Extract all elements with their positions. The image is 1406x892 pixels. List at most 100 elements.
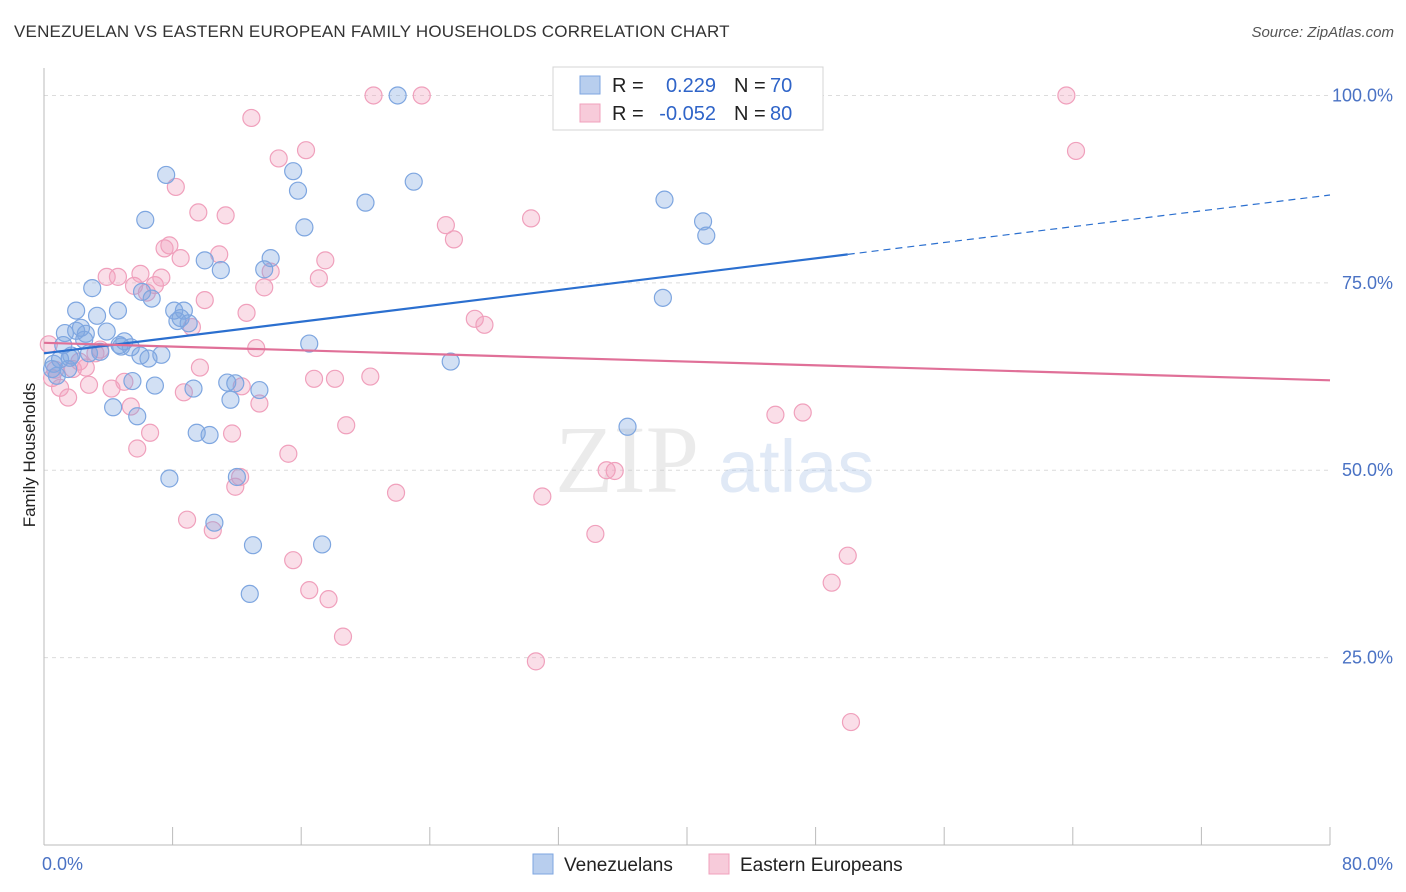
data-point — [152, 345, 171, 364]
data-point — [364, 86, 383, 105]
data-point — [333, 627, 353, 646]
data-point — [288, 181, 308, 200]
data-point — [121, 397, 140, 416]
data-point — [195, 290, 214, 310]
data-point — [87, 306, 107, 325]
data-point — [526, 652, 545, 671]
data-point — [295, 218, 314, 237]
data-point — [166, 177, 185, 197]
data-point — [142, 289, 161, 308]
data-point — [296, 141, 316, 160]
trend-line-venezuelans-projection — [847, 194, 1331, 255]
trend-line-eastern-europeans — [43, 341, 1331, 382]
watermark-atlas: atlas — [718, 425, 874, 508]
data-point — [316, 251, 335, 270]
watermark-zip: ZIP — [555, 406, 699, 513]
data-point — [766, 405, 785, 424]
data-point — [436, 216, 455, 235]
data-point — [1066, 141, 1086, 161]
y-tick-label: 50.0% — [1342, 460, 1393, 480]
data-point — [200, 425, 219, 445]
trend-lines — [43, 194, 1331, 382]
legend-entry: Eastern Europeans — [740, 855, 903, 876]
data-point — [67, 301, 86, 320]
data-point — [261, 249, 280, 268]
data-point — [475, 315, 494, 334]
data-point — [793, 403, 812, 422]
data-point — [304, 369, 324, 388]
stats-legend: R = 0.229 N = 70 R = -0.052 N = 80 — [552, 66, 824, 131]
data-point — [79, 375, 99, 394]
r-value: -0.052 — [659, 103, 716, 125]
y-tick-labels: 25.0% 50.0% 75.0% 100.0% — [1332, 85, 1393, 667]
data-point — [108, 301, 128, 320]
data-point — [165, 301, 184, 320]
data-point — [59, 359, 78, 379]
data-point — [312, 535, 332, 554]
data-point — [171, 249, 190, 268]
trend-line-venezuelans — [43, 253, 848, 355]
n-label: N = — [734, 75, 766, 97]
data-point — [155, 239, 174, 258]
data-point — [179, 314, 198, 333]
stats-swatch — [579, 103, 601, 123]
data-point — [128, 407, 147, 426]
data-point — [361, 367, 380, 386]
data-point — [203, 521, 222, 540]
data-point — [221, 390, 240, 409]
data-point — [132, 282, 152, 301]
data-point — [250, 394, 269, 413]
data-point — [140, 423, 160, 442]
data-point — [243, 536, 263, 555]
data-point — [653, 288, 672, 307]
data-point — [279, 444, 298, 463]
legend-swatch — [532, 853, 554, 875]
data-point — [242, 108, 261, 128]
data-point — [211, 261, 230, 280]
data-point — [533, 487, 552, 506]
y-tick-label: 100.0% — [1332, 85, 1393, 105]
data-point — [337, 416, 356, 435]
data-point — [108, 267, 128, 286]
data-point — [841, 712, 861, 732]
data-point — [71, 318, 91, 337]
data-point — [386, 483, 406, 502]
data-point — [76, 324, 95, 343]
data-point — [189, 203, 208, 222]
chart-title: VENEZUELAN VS EASTERN EUROPEAN FAMILY HO… — [14, 22, 730, 41]
x-tick-label-min: 0.0% — [42, 854, 83, 874]
data-point — [388, 86, 407, 105]
data-point — [190, 358, 210, 377]
watermark: ZIP atlas — [555, 406, 874, 513]
data-point — [250, 380, 269, 400]
data-point — [412, 86, 431, 105]
data-point — [465, 309, 484, 328]
y-tick-label: 25.0% — [1342, 648, 1393, 668]
data-point — [222, 424, 242, 443]
data-point — [618, 417, 637, 436]
data-point — [123, 371, 142, 391]
data-point — [441, 352, 460, 371]
data-point — [605, 461, 624, 481]
data-point — [152, 268, 171, 287]
data-point — [177, 510, 197, 529]
data-point — [216, 206, 235, 225]
axes — [43, 68, 1331, 846]
data-point — [521, 209, 541, 228]
data-point — [136, 210, 155, 229]
data-point — [168, 311, 187, 331]
r-label: R = — [612, 75, 644, 97]
data-point — [356, 193, 375, 212]
data-point — [226, 374, 245, 393]
n-value: 70 — [770, 75, 792, 97]
data-point — [145, 376, 165, 395]
n-value: 80 — [770, 103, 792, 125]
n-label: N = — [734, 103, 766, 125]
x-tick-label-max: 80.0% — [1342, 854, 1393, 874]
data-point — [240, 584, 259, 604]
data-point — [319, 590, 338, 609]
data-point — [1057, 86, 1076, 105]
data-point — [76, 358, 95, 377]
data-point — [112, 337, 131, 356]
data-point — [284, 162, 303, 181]
